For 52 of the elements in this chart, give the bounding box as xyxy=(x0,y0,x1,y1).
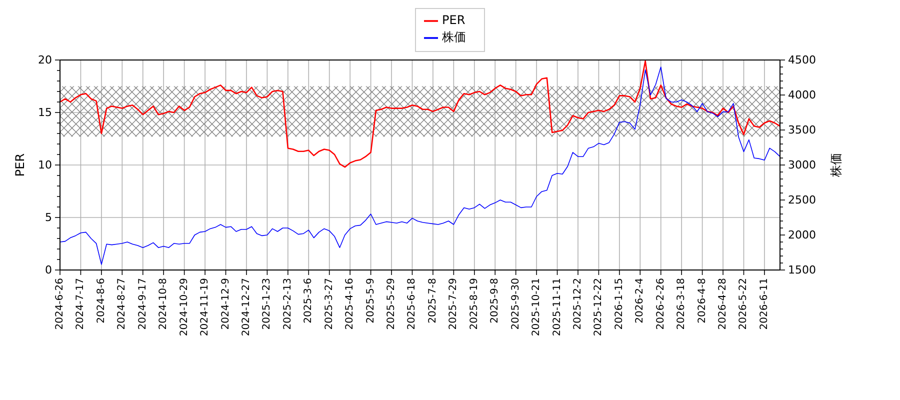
y2-tick-label: 3000 xyxy=(788,158,816,172)
x-tick-label: 2025-5-29 xyxy=(386,278,398,330)
x-tick-label: 2026-2-4 xyxy=(634,278,646,324)
x-tick-label: 2026-4-8 xyxy=(696,278,708,324)
x-tick-label: 2025-8-19 xyxy=(468,278,480,330)
line-series xyxy=(60,66,780,265)
x-tick-label: 2024-8-6 xyxy=(96,278,107,324)
y2-tick-label: 4500 xyxy=(788,54,816,66)
x-tick-label: 2026-4-28 xyxy=(718,278,729,330)
x-tick-label: 2024-9-17 xyxy=(137,278,148,330)
x-tick-label: 2025-10-21 xyxy=(531,278,542,336)
x-tick-label: 2026-5-22 xyxy=(738,278,750,330)
x-tick-label: 2025-1-23 xyxy=(262,278,273,330)
x-tick-label: 2026-3-18 xyxy=(676,278,688,330)
x-tick-label: 2025-7-29 xyxy=(448,278,460,330)
x-tick-label: 2025-2-13 xyxy=(282,278,294,330)
y-axis-title: PER xyxy=(13,153,27,177)
legend-label: 株価 xyxy=(442,30,466,44)
x-tick-label: 2025-7-8 xyxy=(427,278,438,324)
x-tick-label: 2025-12-2 xyxy=(572,278,584,330)
x-tick-label: 2025-9-8 xyxy=(490,278,501,324)
legend-label: PER xyxy=(442,13,466,27)
x-tick-label: 2025-12-22 xyxy=(593,278,604,336)
x-tick-label: 2025-5-9 xyxy=(365,278,376,324)
y-tick-label: 5 xyxy=(45,211,52,224)
x-tick-label: 2024-11-19 xyxy=(200,278,211,336)
x-tick-label: 2025-3-27 xyxy=(324,278,335,330)
y-tick-label: 0 xyxy=(45,264,52,276)
x-tick-label: 2025-3-6 xyxy=(303,278,314,324)
x-tick-label: 2025-4-16 xyxy=(344,278,356,330)
y-tick-label: 20 xyxy=(38,54,52,66)
x-tick-label: 2024-10-29 xyxy=(178,278,190,336)
y2-tick-label: 3500 xyxy=(788,124,816,136)
x-tick-label: 2025-11-11 xyxy=(552,278,563,336)
y2-tick-label: 2000 xyxy=(788,228,816,242)
x-tick-label: 2024-12-27 xyxy=(240,278,252,336)
x-tick-label: 2024-8-27 xyxy=(116,278,128,330)
x-tick-label: 2026-6-11 xyxy=(758,278,770,330)
y-tick-label: 15 xyxy=(38,106,52,119)
x-tick-label: 2024-12-9 xyxy=(220,278,232,330)
x-tick-label: 2026-1-15 xyxy=(614,278,625,330)
y2-tick-label: 1500 xyxy=(788,264,816,276)
y2-axis-title: 株価 xyxy=(829,153,843,177)
y2-tick-label: 4000 xyxy=(788,88,816,102)
x-tick-label: 2024-7-17 xyxy=(75,278,86,330)
y-tick-label: 10 xyxy=(38,158,52,172)
x-tick-label: 2025-9-30 xyxy=(510,278,522,330)
y2-tick-label: 2500 xyxy=(788,194,816,206)
x-tick-label: 2024-6-26 xyxy=(54,278,66,330)
x-tick-label: 2025-6-18 xyxy=(406,278,418,330)
x-tick-label: 2026-2-26 xyxy=(655,278,666,330)
x-tick-label: 2024-10-8 xyxy=(158,278,170,330)
